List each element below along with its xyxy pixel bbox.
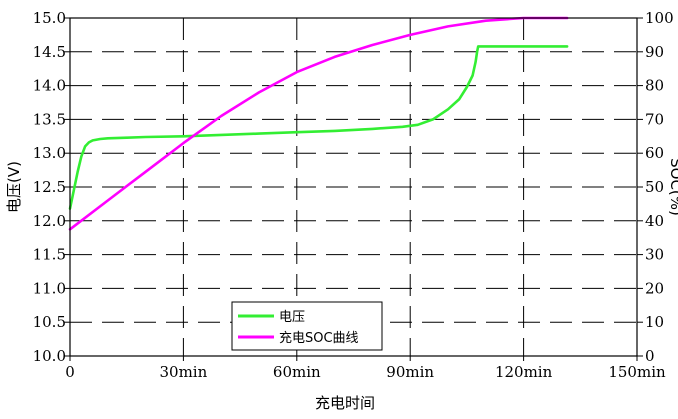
tick-labels: 10.0 10.5 11.0 11.5 12.0 12.5 13.0 13.5 14.0 14.5… xyxy=(33,9,674,381)
y-tick-label: 13.0 xyxy=(33,144,66,162)
y2-tick-label: 30 xyxy=(645,246,664,264)
legend-box xyxy=(231,301,383,351)
y-tick-label: 14.0 xyxy=(33,77,66,95)
y-tick-label: 11.5 xyxy=(33,246,66,264)
y2-tick-label: 90 xyxy=(645,43,664,61)
x-tick-label: 150min xyxy=(608,363,666,381)
y2-tick-label: 50 xyxy=(645,178,664,196)
series-line-0 xyxy=(68,45,569,210)
legend-label-voltage: 电压 xyxy=(279,310,305,325)
series-layer xyxy=(68,16,569,231)
x-tick-label: 60min xyxy=(273,363,321,381)
y-tick-label: 11.0 xyxy=(33,279,66,297)
x-tick-label: 0 xyxy=(65,363,75,381)
x-axis-title: 充电时间 xyxy=(315,394,375,412)
y2-tick-label: 40 xyxy=(645,212,664,230)
y2-tick-label: 80 xyxy=(645,77,664,95)
x-tick-label: 30min xyxy=(160,363,208,381)
y-tick-label: 12.5 xyxy=(33,178,66,196)
y-axis-title: 电压(V) xyxy=(5,161,23,213)
x-tick-label: 120min xyxy=(495,363,553,381)
legend-label-soc: 充电SOC曲线 xyxy=(279,330,359,346)
y2-tick-label: 60 xyxy=(645,144,664,162)
x-tick-label: 90min xyxy=(386,363,434,381)
legend: 电压 充电SOC曲线 xyxy=(231,301,383,351)
y-tick-label: 12.0 xyxy=(33,212,66,230)
y2-axis-title: SOC(%) xyxy=(667,158,678,216)
series-line-1 xyxy=(68,16,569,231)
y-tick-label: 14.5 xyxy=(33,43,66,61)
y-tick-label: 13.5 xyxy=(33,110,66,128)
y2-tick-label: 20 xyxy=(645,279,664,297)
y2-tick-label: 70 xyxy=(645,110,664,128)
y2-tick-label: 100 xyxy=(645,9,674,27)
y2-tick-label: 0 xyxy=(645,347,655,365)
y2-tick-label: 10 xyxy=(645,313,664,331)
grid-lines xyxy=(70,18,637,356)
y-tick-label: 10.5 xyxy=(33,313,66,331)
y-tick-label: 15.0 xyxy=(33,9,66,27)
y-tick-label: 10.0 xyxy=(33,347,66,365)
